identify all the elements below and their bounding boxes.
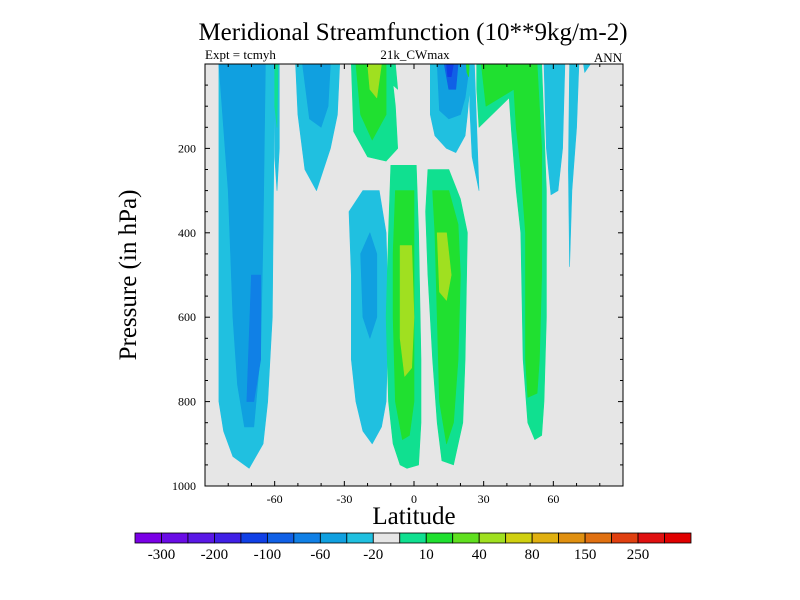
x-tick-label: -30 <box>336 492 352 506</box>
colorbar-swatch <box>214 532 242 544</box>
colorbar-swatch <box>134 532 162 544</box>
colorbar-swatch <box>161 532 189 544</box>
colorbar-label: 250 <box>627 547 650 563</box>
colorbar-swatch <box>240 532 268 544</box>
contour-region-lower-blue-mid <box>360 232 378 339</box>
colorbar-swatch <box>425 532 454 544</box>
y-tick-label: 600 <box>178 310 196 324</box>
colorbar-swatch <box>346 532 374 544</box>
colorbar-swatch <box>584 532 612 544</box>
colorbar-swatch <box>372 532 401 544</box>
colorbar-swatch <box>399 532 427 544</box>
contour-region-hadley-north-core <box>436 232 452 301</box>
colorbar-label: -20 <box>363 547 383 563</box>
colorbar-label: -100 <box>254 547 282 563</box>
colorbar-swatch <box>293 532 321 544</box>
colorbar-label: -200 <box>201 547 229 563</box>
subtitle-right: ANN <box>594 50 623 65</box>
colorbar-swatch <box>505 532 533 544</box>
subtitle-center: 21k_CWmax <box>380 47 450 62</box>
plot-area: -60 -30 0 30 60 200 400 600 800 1000 <box>172 63 624 506</box>
colorbar-label: -60 <box>310 547 330 563</box>
colorbar-swatch <box>452 532 480 544</box>
colorbar-label: -300 <box>148 547 176 563</box>
colorbar-swatch <box>611 532 639 544</box>
axis-ticks: -60 -30 0 30 60 200 400 600 800 1000 <box>172 64 624 506</box>
y-tick-label: 800 <box>178 395 196 409</box>
contour-regions <box>218 63 591 469</box>
colorbar-label: 40 <box>472 547 487 563</box>
y-axis-label: Pressure (in hPa) <box>115 190 142 361</box>
colorbar-label: 80 <box>525 547 540 563</box>
colorbar-swatch <box>478 532 507 544</box>
y-tick-label: 400 <box>178 226 196 240</box>
x-tick-label: 0 <box>411 492 417 506</box>
chart-title: Meridional Streamfunction (10**9kg/m-2) <box>198 19 627 46</box>
y-tick-label: 1000 <box>172 479 196 493</box>
colorbar-swatch <box>266 532 295 544</box>
colorbar-swatch <box>664 532 692 544</box>
colorbar-swatch <box>531 532 560 544</box>
x-tick-label: 60 <box>547 492 559 506</box>
contour-region-south-cell-core <box>246 274 262 402</box>
colorbar-label: 10 <box>419 547 434 563</box>
colorbar-swatch <box>319 532 348 544</box>
colorbar-label: 150 <box>574 547 597 563</box>
colorbar-swatch <box>558 532 586 544</box>
colorbar-swatch <box>637 532 665 544</box>
colorbar: -300 -200 -100 -60 -20 10 40 80 150 250 <box>134 532 692 563</box>
x-tick-label: -60 <box>267 492 283 506</box>
subtitle-left: Expt = tcmyh <box>205 47 276 62</box>
x-tick-label: 30 <box>478 492 490 506</box>
colorbar-swatch <box>187 532 215 544</box>
contour-region-hadley-south-core <box>399 245 415 377</box>
y-tick-label: 200 <box>178 141 196 155</box>
contour-region-ferrel-north-mid <box>480 63 543 398</box>
x-axis-label: Latitude <box>372 503 455 530</box>
